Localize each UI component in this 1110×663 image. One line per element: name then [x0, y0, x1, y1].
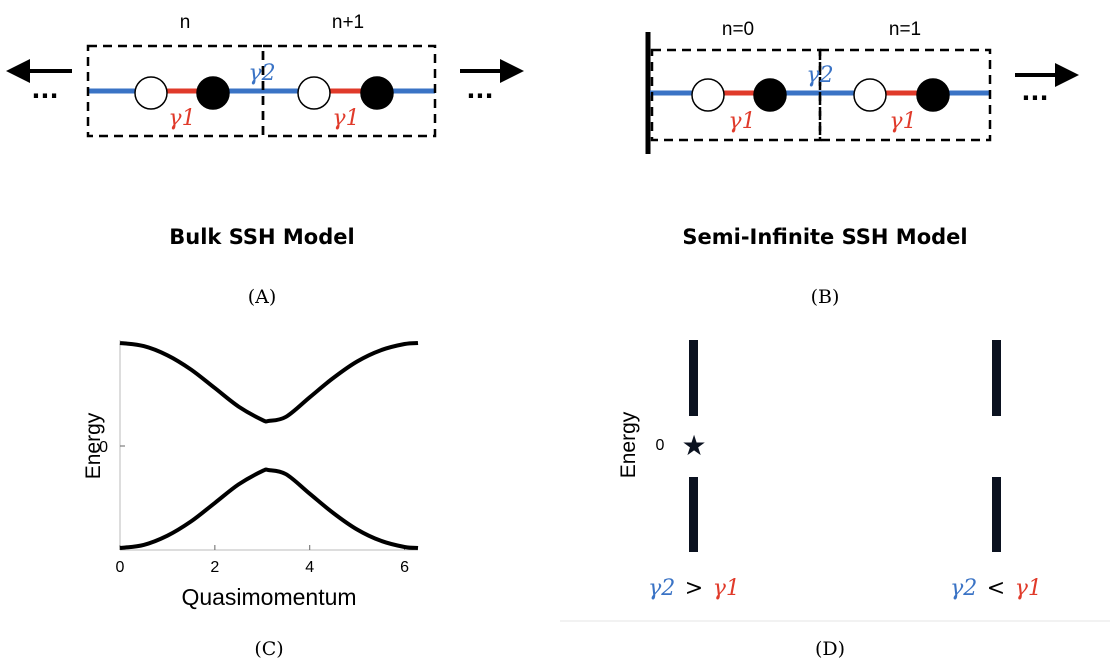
caption: (B)	[811, 286, 840, 308]
y-tick-label: 0	[99, 439, 108, 456]
x-axis-label: Quasimomentum	[181, 584, 356, 610]
caption: (A)	[248, 286, 277, 308]
gamma1-label: γ1	[889, 109, 916, 134]
gamma1-label: γ1	[728, 109, 755, 134]
ellipsis: ...	[31, 76, 58, 104]
lower-band-bar	[689, 477, 698, 552]
cell-label: n	[180, 12, 191, 33]
site-a-circle	[691, 78, 725, 112]
ellipsis: ...	[1021, 78, 1048, 106]
gamma2-label: γ2	[248, 61, 275, 86]
site-a-circle	[297, 76, 331, 110]
upper-band-bar	[689, 340, 698, 416]
condition-label: γ2 < γ1	[950, 575, 1042, 601]
y-axis-label: Energy	[617, 411, 640, 478]
panel-title: Semi-Infinite SSH Model	[682, 225, 967, 249]
x-tick-label: 2	[210, 559, 219, 576]
relation: <	[987, 576, 1005, 601]
site-b-circle	[360, 76, 394, 110]
gamma1: γ1	[713, 576, 740, 601]
panel-d: Energy 0 ★ γ2 > γ1 γ2 < γ1 (D)	[560, 340, 1110, 660]
y-tick-label: 0	[656, 437, 665, 454]
cell-label: n=1	[889, 19, 921, 40]
site-b-circle	[753, 78, 787, 112]
panel-a: n n+1 γ2 γ1 γ1 ... ... Bulk SSH Model (A…	[6, 12, 524, 308]
unit-cell-box	[818, 48, 992, 142]
site-b-circle	[916, 78, 950, 112]
x-tick-label: 6	[400, 559, 409, 576]
y-axis-label: Energy	[82, 412, 105, 479]
gamma1-label: γ1	[168, 106, 195, 131]
unit-cell-box	[261, 44, 437, 138]
upper-band-bar	[992, 340, 1001, 416]
ellipsis: ...	[466, 76, 493, 104]
lower-band-line	[119, 467, 419, 550]
condition-label: γ2 > γ1	[648, 575, 740, 601]
gamma2: γ2	[950, 576, 977, 601]
panel-title: Bulk SSH Model	[169, 225, 354, 249]
site-a-circle	[853, 78, 887, 112]
site-a-circle	[134, 76, 168, 110]
x-tick-label: 0	[116, 559, 125, 576]
caption: (D)	[815, 638, 845, 660]
unit-cell-box	[650, 48, 822, 142]
caption: (C)	[254, 638, 283, 660]
unit-cell-box	[86, 44, 265, 138]
panel-c: 0 0 2 4 6 Energy Quasimomentum (C)	[82, 340, 419, 660]
gamma1: γ1	[1015, 576, 1042, 601]
cell-label: n+1	[332, 12, 364, 33]
cell-label: n=0	[722, 19, 754, 40]
upper-band-line	[119, 341, 419, 424]
relation: >	[685, 576, 703, 601]
x-tick-label: 4	[305, 559, 314, 576]
panel-b: n=0 n=1 γ2 γ1 γ1 ... Semi-Infinite SSH M…	[645, 19, 1079, 308]
site-b-circle	[196, 76, 230, 110]
lower-band-bar	[992, 477, 1001, 552]
gamma1-label: γ1	[332, 106, 359, 131]
edge-state-star-icon: ★	[681, 429, 706, 462]
gamma2: γ2	[648, 576, 675, 601]
gamma2-label: γ2	[806, 63, 833, 88]
